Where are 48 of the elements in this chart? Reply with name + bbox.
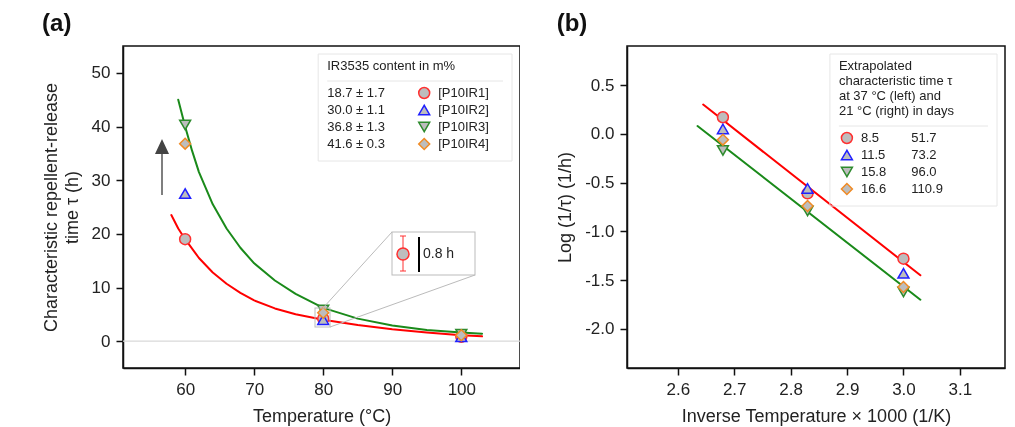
y-tick-label: -1.5 — [585, 270, 615, 290]
y-axis-title: Log (1/τ) (1/h) — [555, 151, 576, 264]
legend-label: 16.6 — [860, 181, 887, 196]
x-tick-label: 90 — [383, 379, 403, 399]
legend-label: [P10IR3] — [438, 119, 489, 134]
x-tick-label: 3.0 — [892, 379, 916, 399]
annotation: 73.2 — [911, 147, 937, 162]
annotation: 0.8 h — [423, 245, 455, 261]
y-tick-label: 0.0 — [590, 124, 615, 144]
y-tick-label: -0.5 — [585, 173, 615, 193]
y-axis-title: Characteristic repellent-release time τ (h) — [40, 82, 82, 333]
y-tick-label: -1.0 — [585, 221, 615, 241]
legend-label: [P10IR1] — [438, 85, 489, 100]
y-tick-label: 50 — [91, 63, 111, 83]
legend-title: IR3535 content in m% — [327, 58, 456, 73]
x-tick-label: 2.7 — [722, 379, 747, 399]
x-tick-label: 80 — [314, 379, 334, 399]
annotation: 18.7 ± 1.7 — [327, 85, 385, 100]
y-tick-label: 30 — [91, 170, 111, 190]
x-tick-label: 2.6 — [666, 379, 691, 399]
annotation: 96.0 — [911, 164, 937, 179]
x-axis-title: Inverse Temperature × 1000 (1/K) — [681, 405, 952, 426]
legend-label: 8.5 — [860, 130, 879, 145]
annotation: 30.0 ± 1.1 — [327, 102, 385, 117]
legend-label: [P10IR4] — [438, 136, 489, 151]
x-tick-label: 2.9 — [835, 379, 860, 399]
chart-title: (b) — [556, 9, 588, 36]
chart-title: (a) — [42, 9, 72, 36]
annotation: 36.8 ± 1.3 — [327, 119, 385, 134]
annotation: 51.7 — [911, 130, 937, 145]
x-tick-label: 3.1 — [948, 379, 973, 399]
legend-label: 15.8 — [860, 164, 887, 179]
y-tick-label: 10 — [91, 278, 111, 297]
legend-label: 11.5 — [860, 147, 886, 162]
annotation: 110.9 — [911, 181, 943, 196]
x-axis-title: Temperature (°C) — [252, 405, 392, 426]
x-tick-label: 60 — [176, 379, 196, 399]
x-tick-label: 100 — [447, 379, 476, 399]
x-tick-label: 2.8 — [779, 379, 803, 399]
x-tick-label: 70 — [245, 379, 265, 399]
legend-label: [P10IR2] — [438, 102, 489, 117]
legend-title: Extrapolated characteristic time τ at 37 °C (left) and 21 °C (right) in days — [838, 58, 955, 118]
y-tick-label: 0 — [101, 331, 111, 351]
y-tick-label: 40 — [91, 117, 111, 136]
y-tick-label: 20 — [91, 224, 111, 244]
y-tick-label: 0.5 — [590, 75, 615, 95]
y-tick-label: -2.0 — [585, 319, 615, 339]
annotation: 41.6 ± 0.3 — [327, 136, 385, 151]
